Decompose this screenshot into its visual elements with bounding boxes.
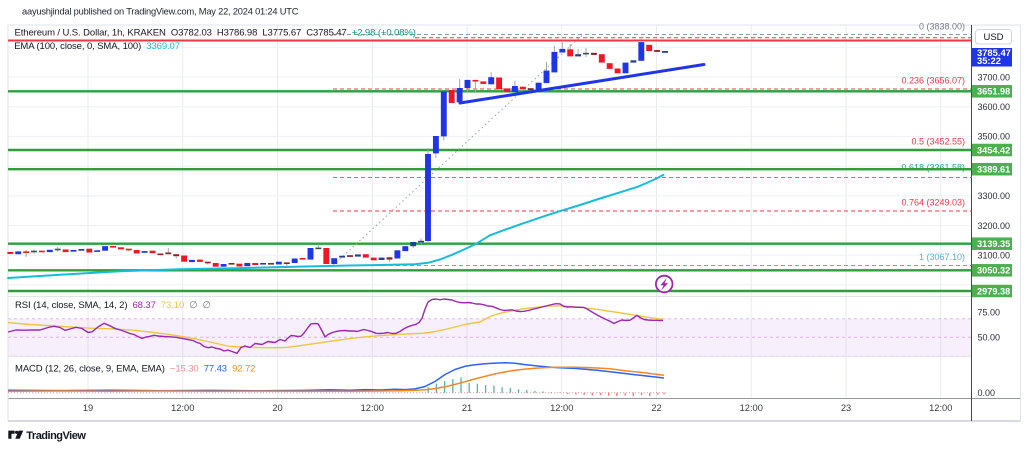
- svg-text:75.00: 75.00: [978, 307, 1001, 317]
- svg-text:22: 22: [651, 403, 661, 413]
- svg-text:3100.00: 3100.00: [978, 251, 1011, 261]
- svg-text:EMA (100, close, 0, SMA, 100): EMA (100, close, 0, SMA, 100) 3369.07: [14, 41, 180, 52]
- svg-text:0.764 (3249.03): 0.764 (3249.03): [901, 198, 965, 208]
- svg-text:12:00: 12:00: [929, 403, 952, 413]
- svg-text:3651.98: 3651.98: [977, 87, 1010, 97]
- svg-text:3200.00: 3200.00: [978, 221, 1011, 231]
- svg-text:0.5 (3452.55): 0.5 (3452.55): [911, 137, 965, 147]
- svg-text:12:00: 12:00: [361, 403, 384, 413]
- svg-text:1 (3067.10): 1 (3067.10): [919, 252, 965, 262]
- svg-text:3500.00: 3500.00: [978, 132, 1011, 142]
- svg-text:USD: USD: [983, 32, 1003, 43]
- svg-text:3700.00: 3700.00: [978, 72, 1011, 82]
- svg-text:50.00: 50.00: [978, 333, 1001, 343]
- svg-text:2979.38: 2979.38: [977, 286, 1010, 296]
- svg-text:3300.00: 3300.00: [978, 191, 1011, 201]
- svg-text:12:00: 12:00: [171, 403, 194, 413]
- svg-text:0 (3838.00): 0 (3838.00): [919, 22, 965, 32]
- svg-text:12:00: 12:00: [550, 403, 573, 413]
- svg-text:3389.61: 3389.61: [977, 165, 1010, 175]
- svg-text:3139.35: 3139.35: [977, 239, 1010, 249]
- svg-text:3785.47: 3785.47: [977, 47, 1011, 58]
- svg-text:0.618 (3361.58): 0.618 (3361.58): [901, 163, 965, 173]
- svg-text:0.236 (3656.07): 0.236 (3656.07): [901, 76, 965, 86]
- svg-text:12:00: 12:00: [740, 403, 763, 413]
- svg-text:23: 23: [841, 403, 851, 413]
- svg-text:TradingView: TradingView: [26, 430, 86, 442]
- svg-text:35:22: 35:22: [977, 55, 1001, 66]
- svg-text:RSI (14, close, SMA, 14, 2) 6: RSI (14, close, SMA, 14, 2) 68.37 73.10 …: [15, 300, 211, 311]
- svg-text:3050.32: 3050.32: [977, 266, 1010, 276]
- svg-text:21: 21: [462, 403, 472, 413]
- svg-text:0.00: 0.00: [978, 388, 996, 398]
- svg-text:3454.42: 3454.42: [977, 145, 1010, 155]
- svg-text:aayushjindal published on Trad: aayushjindal published on TradingView.co…: [22, 7, 299, 17]
- svg-text:19: 19: [83, 403, 93, 413]
- svg-text:20: 20: [272, 403, 282, 413]
- svg-text:Ethereum / U.S. Dollar, 1h, KR: Ethereum / U.S. Dollar, 1h, KRAKEN O3782…: [15, 27, 416, 38]
- svg-text:MACD (12, 26, close, 9, EMA, E: MACD (12, 26, close, 9, EMA, EMA) −15.30…: [15, 364, 255, 375]
- svg-text:3600.00: 3600.00: [978, 102, 1011, 112]
